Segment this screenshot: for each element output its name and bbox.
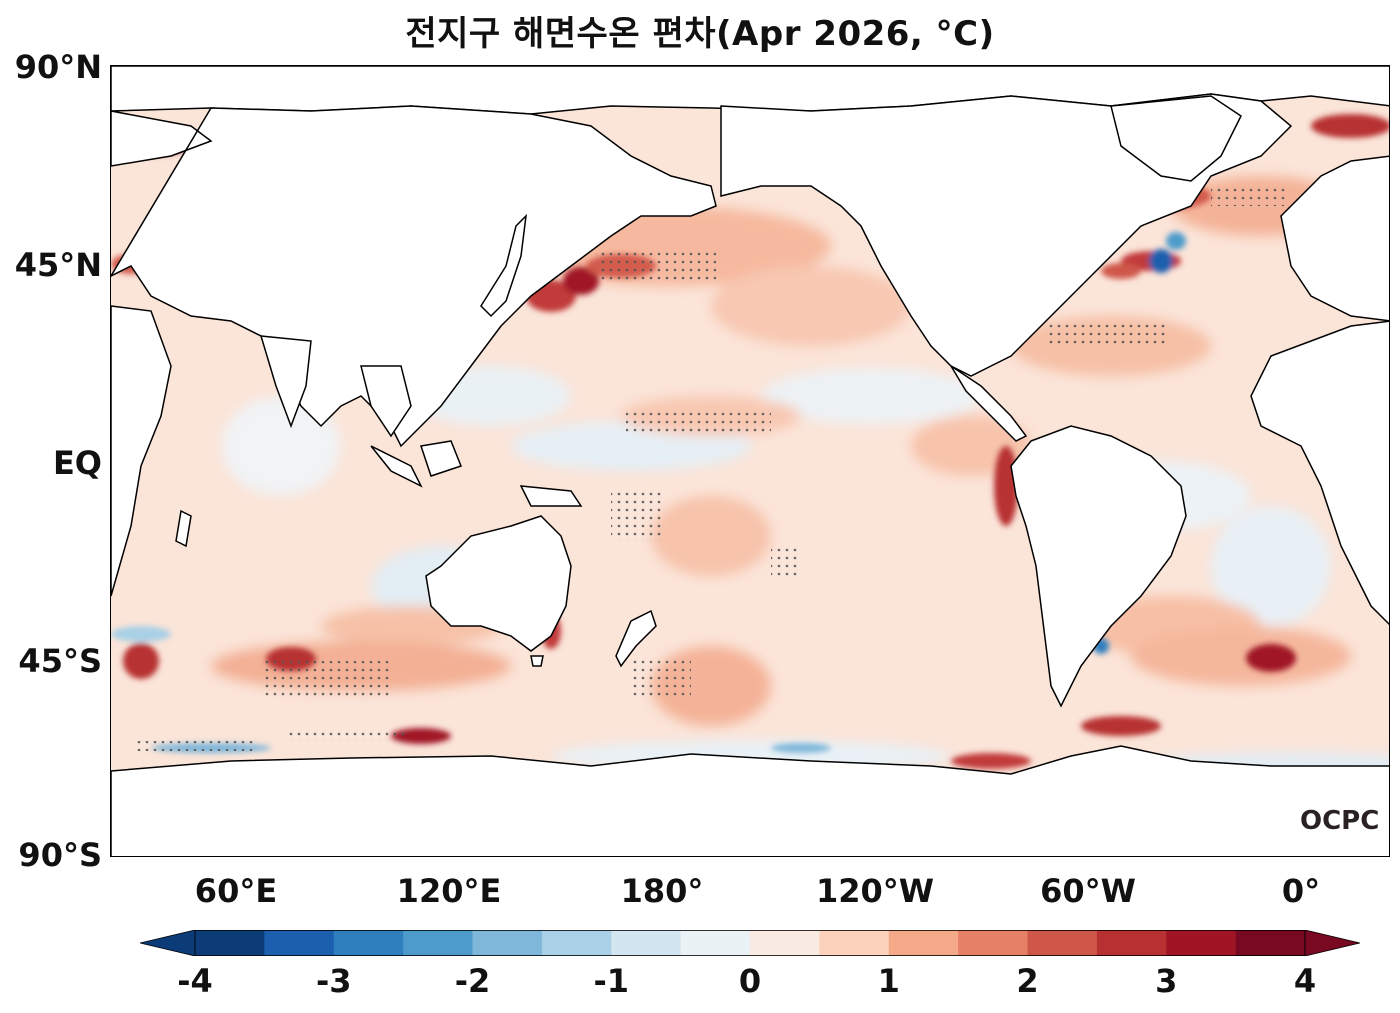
ocpc-logo: OCPC [1300, 806, 1380, 836]
colorbar-svg [139, 929, 1361, 957]
colorbar-segment [1235, 930, 1306, 956]
colorbar-segment [472, 930, 543, 956]
lon-label-180: 180° [620, 872, 704, 910]
colorbar-segment [1166, 930, 1237, 956]
europe [1280, 155, 1389, 322]
colorbar-tick-label: -2 [454, 962, 491, 1000]
colorbar-tick-label: 0 [738, 962, 762, 1000]
greenland [1110, 95, 1242, 182]
eurasia [111, 105, 717, 448]
colorbar-segment [680, 930, 751, 956]
colorbar-segment [958, 930, 1028, 956]
colorbar-border [194, 930, 1306, 956]
colorbar-tick-label: -3 [315, 962, 352, 1000]
sst-anomaly-map [110, 65, 1390, 857]
colorbar-tick-label: 4 [1293, 962, 1317, 1000]
antarctica [111, 745, 1389, 856]
madagascar [175, 509, 192, 548]
colorbar-segment [1096, 930, 1167, 956]
india [259, 335, 312, 429]
borneo [420, 440, 462, 477]
map-svg [111, 66, 1389, 856]
lon-label-60e: 60°E [194, 872, 278, 910]
lon-label-60w: 60°W [1040, 872, 1136, 910]
australia [425, 515, 572, 652]
land [111, 66, 1389, 856]
colorbar-tick-label: 2 [1016, 962, 1039, 1000]
sumatra [370, 445, 423, 488]
colorbar-segment [1027, 930, 1098, 956]
colorbar-segment [264, 930, 335, 956]
colorbar-tick-label: 1 [877, 962, 900, 1000]
lat-label-45n: 45°N [14, 246, 102, 284]
colorbar-segment [611, 930, 682, 956]
lon-label-0: 0° [1281, 872, 1321, 910]
colorbar-segment [819, 930, 890, 956]
stippling [136, 186, 1286, 751]
colorbar-tick-label: 3 [1155, 962, 1178, 1000]
colorbar-segment [888, 930, 959, 956]
lon-label-120w: 120°W [815, 872, 935, 910]
colorbar-tick-label: -4 [177, 962, 213, 1000]
lat-label-90s: 90°S [18, 836, 102, 874]
lat-label-eq: EQ [52, 444, 102, 482]
colorbar-segment [333, 930, 404, 956]
japan [480, 213, 528, 318]
colorbar-extend-low [139, 929, 196, 957]
lat-label-45s: 45°S [18, 642, 102, 680]
map-title: 전지구 해면수온 편차(Apr 2026, °C) [405, 14, 995, 54]
lat-label-90n: 90°N [14, 48, 102, 86]
africa [111, 305, 172, 597]
indochina [360, 365, 412, 438]
new-guinea [519, 485, 583, 507]
colorbar-segment [541, 930, 612, 956]
colorbar-tick-label: -1 [593, 962, 630, 1000]
tasmania [530, 655, 544, 667]
west-africa [1250, 320, 1389, 626]
colorbar-segment [403, 930, 473, 956]
colorbar-segment [195, 930, 265, 956]
colorbar [139, 929, 1361, 957]
lon-label-120e: 120°E [396, 872, 502, 910]
colorbar-segment [750, 930, 820, 956]
central-america [950, 365, 1028, 442]
new-zealand [615, 609, 657, 668]
south-america [1010, 425, 1187, 708]
colorbar-extend-high [1304, 929, 1361, 957]
